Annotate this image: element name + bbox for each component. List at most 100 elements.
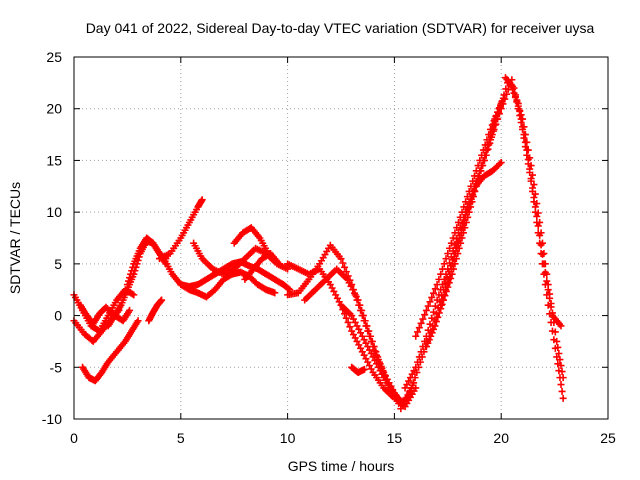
data-point [422,306,430,314]
data-point [484,141,492,149]
data-point [546,290,554,298]
data-point [444,250,452,258]
data-point [496,160,504,168]
data-point [548,309,556,317]
data-point [342,268,350,276]
data-point [527,162,535,170]
data-point [543,270,551,278]
data-point [430,325,438,333]
data-point [449,234,457,242]
data-point [530,193,538,201]
series-arc-14 [284,260,398,402]
series-arc-24 [501,74,567,402]
data-point [479,156,487,164]
data-point [428,329,436,337]
data-point [513,98,521,106]
data-point [342,314,350,322]
data-point [454,239,462,247]
series-arc-12 [230,224,272,258]
data-point [428,293,436,301]
series-arc-7 [145,296,166,325]
data-point [341,263,349,271]
data-point [460,218,468,226]
data-point [430,308,438,316]
data-point [488,125,496,133]
data-point [438,265,446,273]
y-tick-label: -10 [42,411,62,427]
series-arc-23 [437,158,505,309]
data-point [495,105,503,113]
series-arc-6 [123,234,170,289]
data-point [557,322,565,330]
y-tick-label: 5 [54,256,62,272]
data-point [431,285,439,293]
data-point [358,306,366,314]
data-point [550,318,558,326]
data-point [460,203,468,211]
data-point [434,313,442,321]
data-point [491,115,499,123]
data-point [275,260,283,268]
data-point [521,131,529,139]
data-point [415,324,423,332]
data-point [409,379,417,387]
data-point [450,255,458,263]
data-point [128,290,136,298]
y-tick-label: 10 [46,204,62,220]
data-point [453,224,461,232]
data-point [492,112,500,120]
data-point [446,270,454,278]
y-tick-label: 25 [46,49,62,65]
data-point [527,175,535,183]
data-point [447,265,455,273]
data-point [124,277,132,285]
data-point [123,281,131,289]
data-point [446,244,454,252]
data-point [447,239,455,247]
data-point [469,191,477,199]
data-point [354,296,362,304]
data-point [445,275,453,283]
data-point [487,131,495,139]
data-point [506,79,514,87]
x-tick-label: 15 [387,430,403,446]
data-point [482,146,490,154]
data-point [421,311,429,319]
data-point [417,348,425,356]
data-point [478,162,486,170]
data-point [553,337,561,345]
data-point [498,98,506,106]
series-arc-20 [401,76,516,392]
series-arc-26 [510,89,567,382]
data-point [359,312,367,320]
data-point [126,274,134,282]
data-point [346,323,354,331]
data-point [126,306,134,314]
data-point [356,301,364,309]
data-point [368,337,376,345]
data-point [422,343,430,351]
x-tick-label: 5 [177,430,185,446]
data-point [419,315,427,323]
data-point [510,89,518,97]
series-arc-10 [190,239,292,278]
data-point [462,213,470,221]
grid-lines [74,57,608,419]
data-point [489,120,497,128]
data-point [424,339,432,347]
series-arc-25 [506,79,565,330]
data-point [424,326,432,334]
data-point [430,289,438,297]
data-point [344,318,352,326]
data-point [507,82,515,90]
data-point [428,314,436,322]
data-point [426,298,434,306]
data-point [271,289,279,297]
data-point [529,184,537,192]
data-point [509,86,517,94]
data-point [534,209,542,217]
data-point [365,327,373,335]
x-axis-label: GPS time / hours [288,458,395,474]
series-arc-4 [79,317,142,385]
data-point [556,356,564,364]
